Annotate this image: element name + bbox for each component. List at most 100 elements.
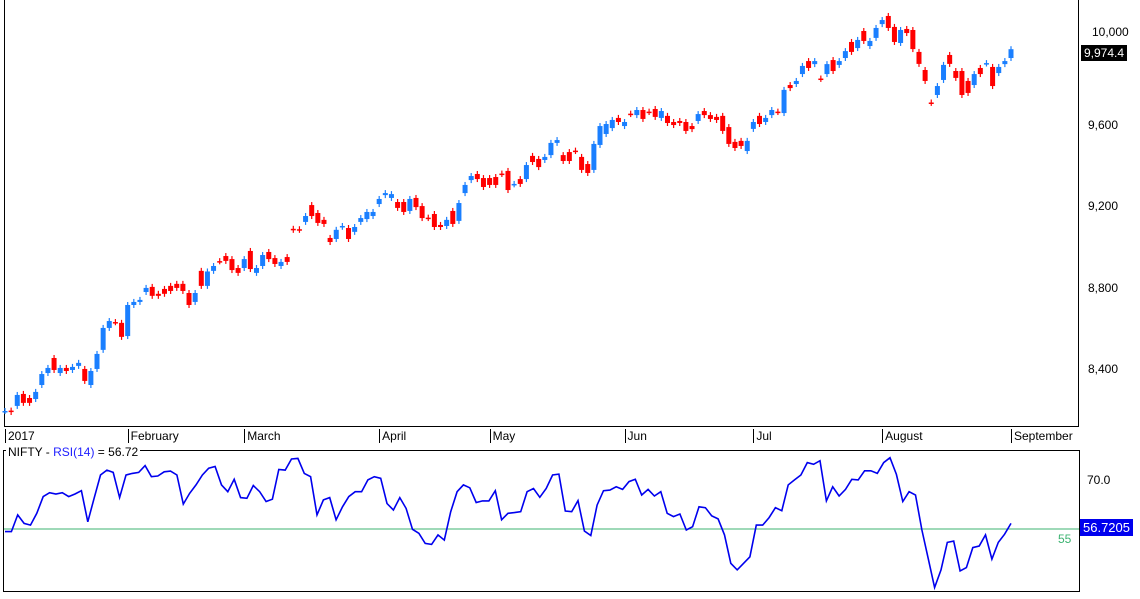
candle <box>456 200 462 224</box>
candle-body <box>536 158 542 168</box>
month-label: March <box>244 429 281 443</box>
candle <box>707 112 713 122</box>
candle-body <box>652 108 658 117</box>
candle-body <box>235 268 241 273</box>
candle <box>867 37 873 50</box>
candle-body <box>572 150 578 153</box>
rsi-last-badge: 56.7205 <box>1080 519 1133 536</box>
candle <box>849 38 855 55</box>
candle-body <box>720 115 726 131</box>
candle <box>990 63 996 90</box>
candle-body <box>2 411 8 413</box>
candle <box>358 215 364 225</box>
candle <box>480 175 486 190</box>
candle <box>119 319 125 340</box>
candle <box>898 26 904 46</box>
price-panel[interactable] <box>4 0 1079 427</box>
candle <box>818 75 824 82</box>
candle <box>315 209 321 226</box>
candle-body <box>468 176 474 181</box>
candle-body <box>438 224 444 227</box>
candle-body <box>204 271 210 286</box>
candle-body <box>254 268 259 273</box>
candle <box>530 152 536 166</box>
candle-body <box>339 225 345 228</box>
candle-body <box>597 126 603 145</box>
candle-body <box>474 173 480 180</box>
candle-body <box>677 120 683 124</box>
candle <box>174 280 180 291</box>
price-tick-label: 10,000 <box>1092 25 1129 39</box>
candle-body <box>855 39 861 49</box>
candle-body <box>327 237 333 243</box>
candle <box>928 99 934 106</box>
rsi-title-symbol: NIFTY - <box>8 445 54 459</box>
price-tick-label: 9,600 <box>1088 118 1119 133</box>
candle-body <box>579 156 585 170</box>
candle-body <box>983 63 989 65</box>
candle <box>284 254 290 265</box>
candle-body <box>309 205 315 217</box>
candle <box>511 180 517 188</box>
candle-body <box>192 293 198 302</box>
candle-body <box>382 193 388 196</box>
candle-body <box>714 116 720 120</box>
candle-body <box>431 213 437 227</box>
candle-body <box>229 259 235 271</box>
candle-body <box>346 228 352 239</box>
candle-body <box>480 178 486 187</box>
candle-body <box>757 115 762 125</box>
price-tick-label: 8,400 <box>1088 361 1119 376</box>
candle <box>444 216 450 229</box>
candle-body <box>88 370 94 386</box>
candle <box>395 199 401 211</box>
candle <box>622 118 628 130</box>
candle <box>726 124 732 147</box>
price-tick-label: 9,200 <box>1088 199 1119 214</box>
candle-body <box>69 366 75 370</box>
candle-body <box>664 115 670 124</box>
candle <box>879 17 885 28</box>
month-label: August <box>882 429 923 443</box>
candle <box>39 371 45 389</box>
candle <box>63 364 69 374</box>
candle <box>922 66 928 84</box>
rsi-ref-label: 55 <box>1058 532 1072 546</box>
candle-body <box>284 257 290 262</box>
candle-body <box>186 293 192 305</box>
candle-body <box>849 41 855 52</box>
candle-body <box>112 322 118 324</box>
candle-body <box>401 202 407 212</box>
candle-body <box>33 391 39 400</box>
candle-body <box>505 170 511 191</box>
candle <box>941 61 947 83</box>
candle-body <box>450 210 456 224</box>
candle-body <box>947 54 953 64</box>
candle-body <box>928 102 934 104</box>
candle-body <box>388 194 394 198</box>
candle <box>339 222 345 230</box>
month-label: February <box>127 429 179 443</box>
candle <box>474 170 480 183</box>
candle-body <box>211 265 217 271</box>
candle <box>812 58 818 68</box>
candle <box>787 82 793 92</box>
candle-body <box>707 115 713 119</box>
candle-body <box>812 61 818 65</box>
candle-body <box>824 64 830 75</box>
candle-body <box>548 142 554 156</box>
candle <box>634 107 640 119</box>
candle <box>499 170 505 177</box>
candle-body <box>413 197 419 208</box>
candle <box>744 137 750 155</box>
candle <box>597 123 603 148</box>
last-price-badge: 9,974.4 <box>1081 45 1128 61</box>
rsi-panel[interactable] <box>3 450 1080 592</box>
candle <box>14 391 20 409</box>
candle <box>94 350 100 372</box>
candle <box>290 225 296 233</box>
candle-body <box>836 61 842 65</box>
candle-body <box>701 111 707 116</box>
candle-body <box>744 140 750 152</box>
candle <box>303 213 309 225</box>
